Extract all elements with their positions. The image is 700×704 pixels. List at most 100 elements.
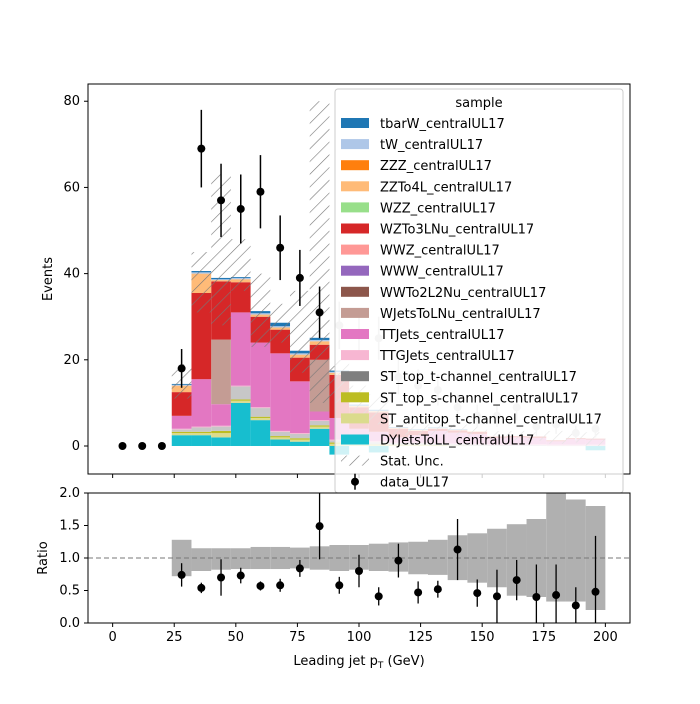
x-tick-label: 200 xyxy=(593,630,618,645)
stack-bar xyxy=(171,431,192,434)
ratio-point xyxy=(197,583,206,592)
ratio-point xyxy=(571,601,580,610)
x-tick-label: 0 xyxy=(108,630,116,645)
x-tick-label: 50 xyxy=(228,630,245,645)
data-point xyxy=(236,204,245,213)
stack-bar xyxy=(191,431,212,434)
legend-swatch-marker xyxy=(351,477,359,486)
main-y-ticks: 0 20 40 60 80 xyxy=(63,94,88,454)
legend-swatch xyxy=(341,371,369,382)
legend-label: tW_centralUL17 xyxy=(380,138,483,153)
x-axis-label-unit: (GeV) xyxy=(383,654,424,669)
legend-label: ZZZ_centralUL17 xyxy=(380,159,492,174)
legend-swatch xyxy=(341,118,369,128)
ratio-point xyxy=(177,570,186,579)
data-point xyxy=(315,308,324,317)
stack-bar xyxy=(309,420,330,426)
stat-unc-hatch xyxy=(290,290,310,373)
stack-bar xyxy=(191,433,212,436)
stack-bar xyxy=(211,433,231,438)
legend-label: data_UL17 xyxy=(380,476,449,491)
stack-bar xyxy=(290,439,310,442)
ratio-band-bin xyxy=(211,548,231,570)
ratio-point xyxy=(276,581,285,590)
stack-bar xyxy=(250,408,271,417)
ratio-y-tick-label: 1.0 xyxy=(59,551,80,566)
stack-bar xyxy=(230,386,251,400)
stack-bar xyxy=(250,417,271,421)
stack-bar xyxy=(211,430,231,434)
y-tick-label: 60 xyxy=(63,180,80,195)
ratio-point xyxy=(532,593,541,601)
stack-bar xyxy=(191,427,212,432)
legend-label: ST_top_s-channel_centralUL17 xyxy=(380,391,579,406)
legend-swatch xyxy=(341,265,369,276)
stack-bar xyxy=(171,433,192,436)
legend-label: Stat. Unc. xyxy=(380,455,444,470)
ratio-point xyxy=(512,576,521,585)
legend: sample tbarW_centralUL17 tW_centralUL17 ZZ… xyxy=(334,88,624,494)
x-axis-label: Leading jet pT (GeV) xyxy=(293,654,424,671)
data-point xyxy=(295,273,304,282)
legend-label: WZZ_centralUL17 xyxy=(380,201,496,216)
ratio-point xyxy=(433,585,442,594)
ratio-point xyxy=(552,591,561,600)
legend-label: TTGJets_centralUL17 xyxy=(379,349,515,364)
data-point xyxy=(157,441,166,450)
stack-bar xyxy=(290,441,310,446)
ratio-point xyxy=(295,564,304,573)
stat-unc-hatch xyxy=(309,101,330,403)
legend-label: WJetsToLNu_centralUL17 xyxy=(380,307,541,322)
ratio-point xyxy=(374,592,383,601)
stack-bar xyxy=(230,399,251,401)
data-point xyxy=(256,187,265,196)
stack-bar xyxy=(230,385,251,387)
x-axis-label-main: Leading jet p xyxy=(293,654,378,669)
legend-label: WZTo3LNu_centralUL17 xyxy=(380,223,534,238)
ratio-band-bin xyxy=(230,548,251,570)
legend-label: tbarW_centralUL17 xyxy=(380,117,505,132)
main-y-axis-label: Events xyxy=(41,257,56,301)
legend-swatch xyxy=(341,307,369,318)
ratio-point xyxy=(414,588,423,597)
legend-swatch xyxy=(341,202,369,213)
x-tick-label: 25 xyxy=(166,630,183,645)
legend-swatch xyxy=(341,181,369,192)
ratio-point xyxy=(355,567,363,575)
legend-swatch xyxy=(341,244,369,255)
stack-bar xyxy=(290,433,310,439)
ratio-point xyxy=(492,592,501,601)
stat-unc-hatch xyxy=(250,273,271,347)
stack-bar xyxy=(211,426,231,431)
ratio-x-ticks: 0 25 50 75 100 125 150 175 200 xyxy=(108,623,618,645)
y-tick-label: 80 xyxy=(63,94,80,109)
legend-swatch xyxy=(341,350,369,361)
legend-label: WWTo2L2Nu_centralUL17 xyxy=(380,286,546,301)
ratio-y-tick-label: 2.0 xyxy=(59,486,80,501)
stack-bar xyxy=(211,339,231,405)
ratio-unc-band xyxy=(171,493,606,610)
legend-label: TTJets_centralUL17 xyxy=(379,328,505,343)
data-point xyxy=(197,144,206,153)
stack-bar xyxy=(191,426,212,428)
stack-bar xyxy=(230,312,251,386)
ratio-band-bin xyxy=(191,548,212,571)
stack-bar xyxy=(309,420,330,421)
x-tick-label: 125 xyxy=(408,630,433,645)
stack-bar xyxy=(171,415,192,429)
stack-bar xyxy=(211,437,231,446)
ratio-band-bin xyxy=(368,543,389,571)
stack-bar xyxy=(250,420,271,446)
ratio-y-tick-label: 0.5 xyxy=(59,584,80,599)
ratio-band-bin xyxy=(427,539,448,575)
stack-bar xyxy=(309,426,330,429)
ratio-band-bin xyxy=(565,499,586,602)
stack-bar xyxy=(230,400,251,403)
legend-swatch xyxy=(341,434,369,445)
stack-bar xyxy=(250,342,271,408)
stack-bar xyxy=(309,425,330,427)
stack-bar xyxy=(270,436,291,438)
x-tick-label: 100 xyxy=(347,630,372,645)
ratio-y-tick-label: 0.0 xyxy=(59,616,80,631)
legend-swatch-hatch xyxy=(341,455,369,466)
